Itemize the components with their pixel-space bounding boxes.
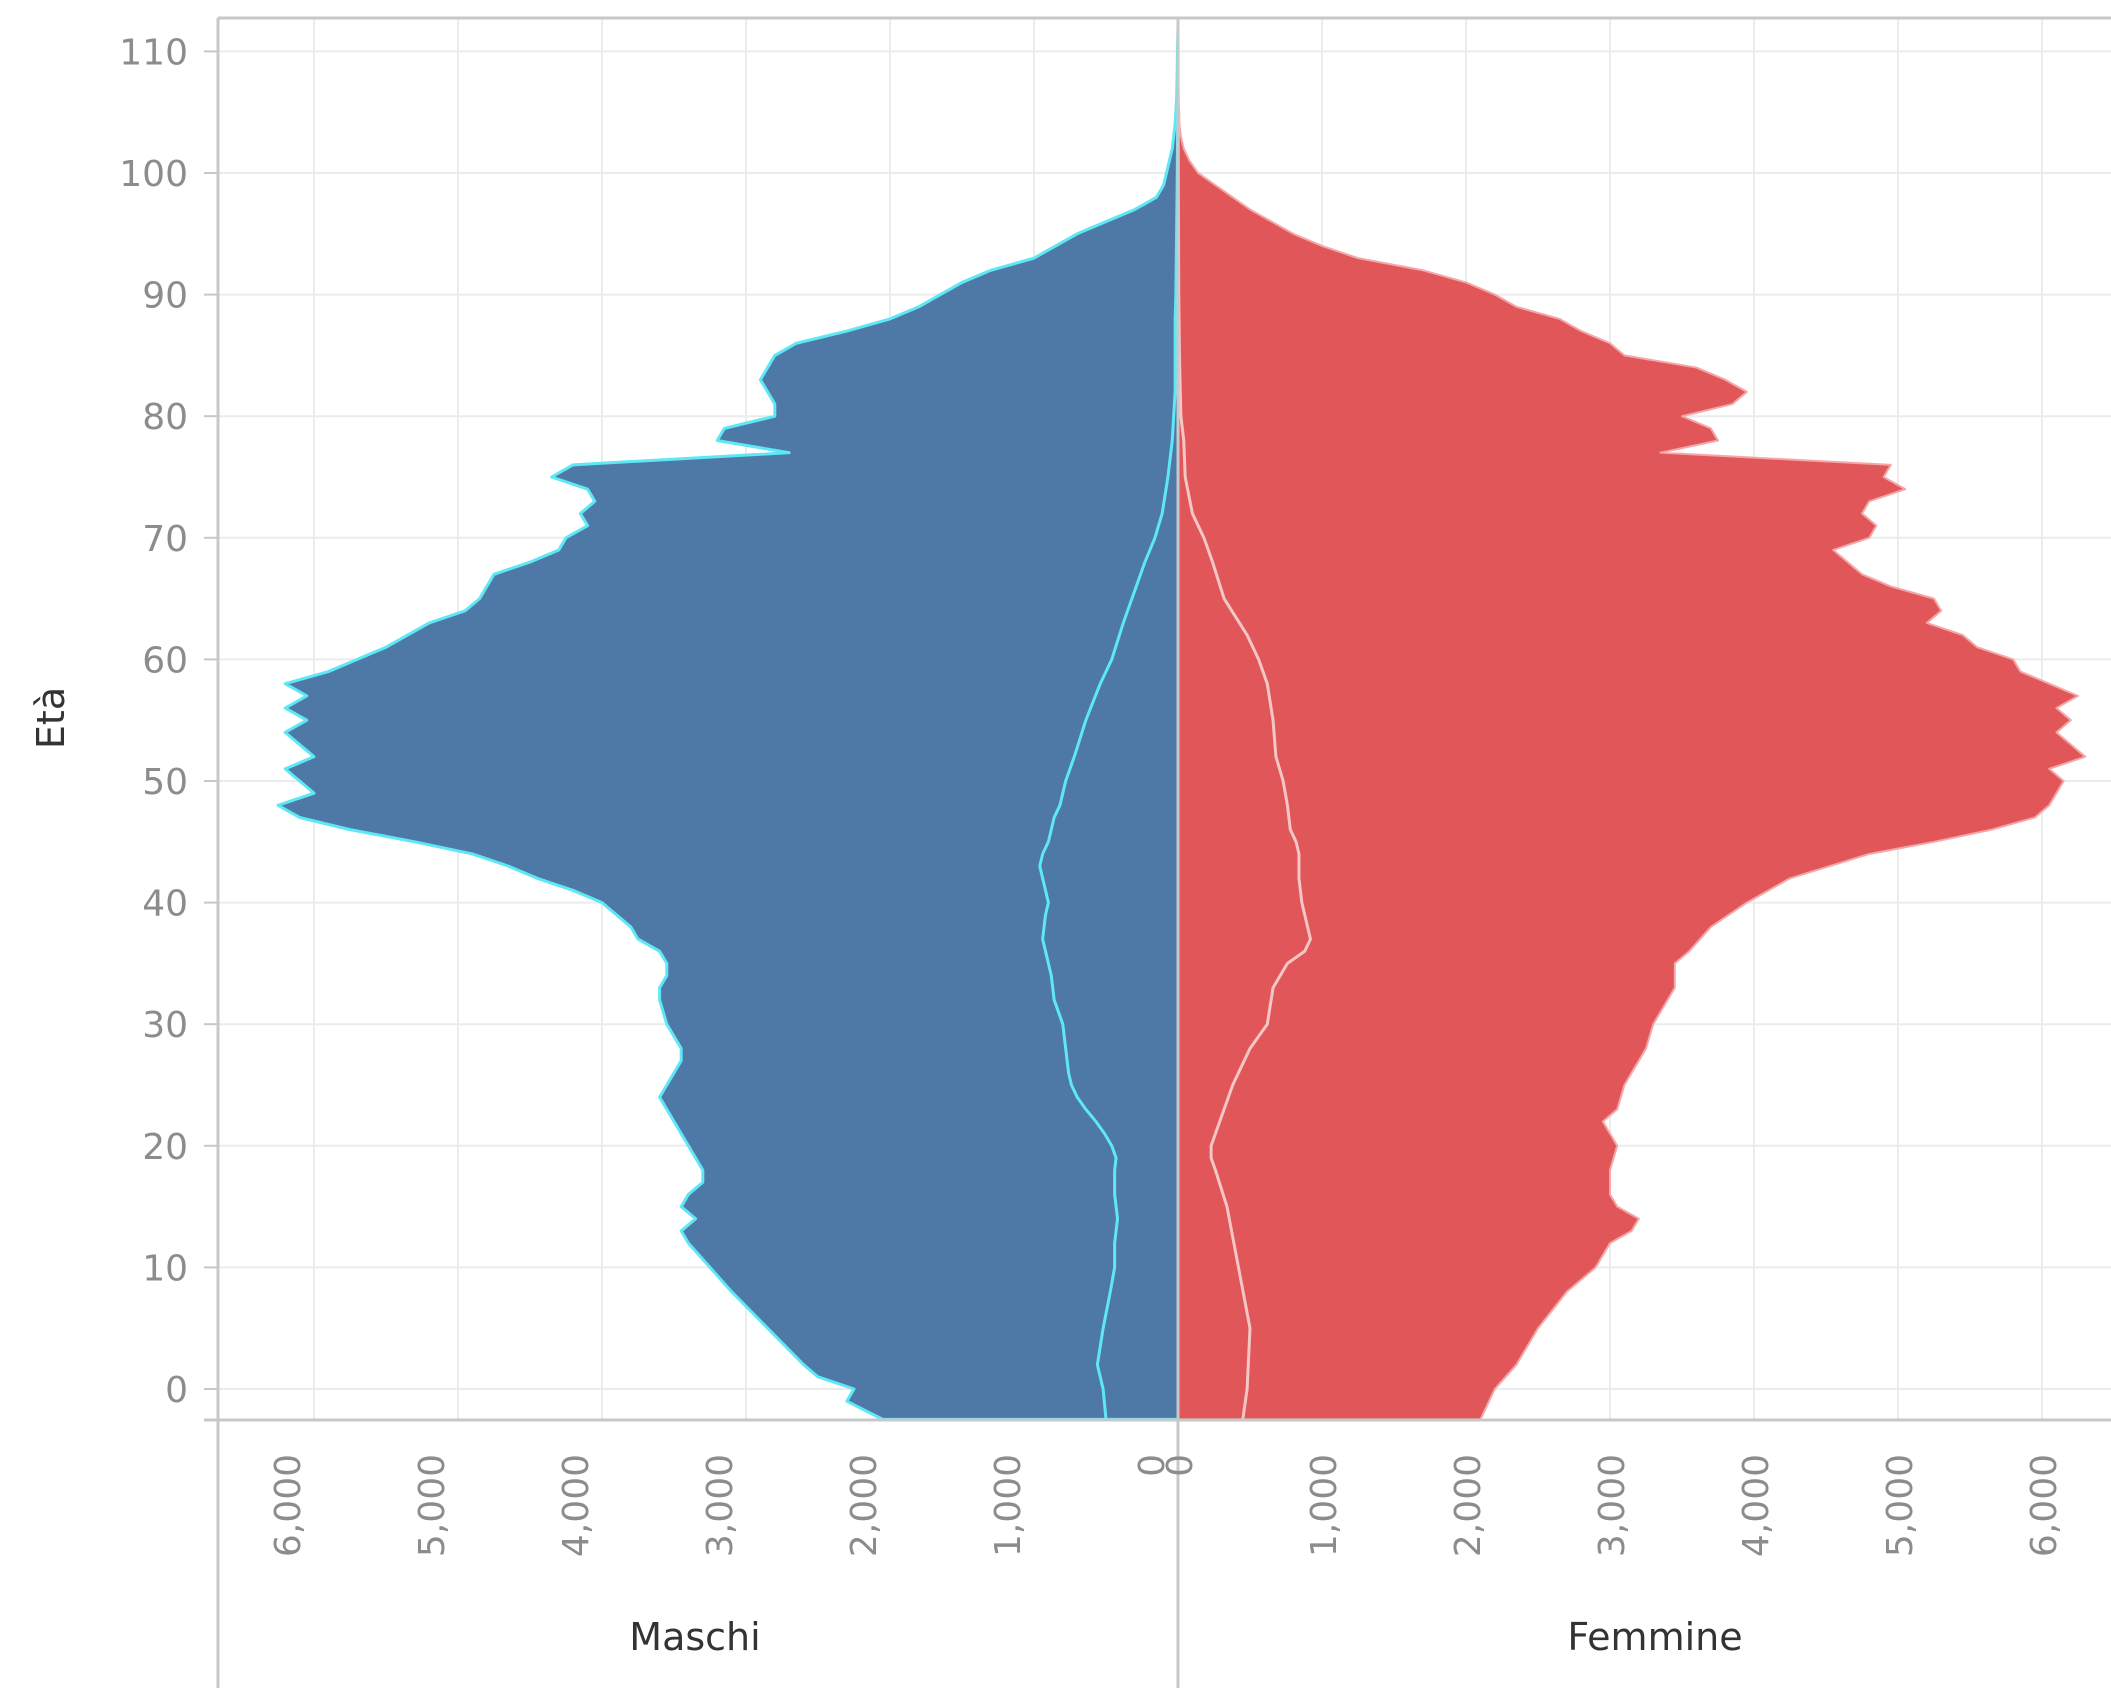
x-axis-title-left: Maschi <box>629 1615 760 1659</box>
x-tick-label: 4,000 <box>1736 1454 1777 1557</box>
x-tick-label: 0 <box>1160 1454 1201 1477</box>
y-tick-label: 0 <box>165 1370 188 1411</box>
x-tick-label: 4,000 <box>556 1454 597 1557</box>
x-tick-label: 6,000 <box>2024 1454 2065 1557</box>
y-axis-title: Età <box>29 687 73 749</box>
y-tick-label: 50 <box>142 762 188 803</box>
x-tick-label: 3,000 <box>700 1454 741 1557</box>
x-tick-label: 1,000 <box>1304 1454 1345 1557</box>
x-tick-label: 5,000 <box>412 1454 453 1557</box>
x-axis-title-right: Femmine <box>1567 1615 1742 1659</box>
y-tick-label: 100 <box>119 154 188 195</box>
y-tick-label: 110 <box>119 32 188 73</box>
y-tick-label: 30 <box>142 1005 188 1046</box>
data-areas <box>276 25 2087 1421</box>
male-secondary-line <box>1038 27 1180 1420</box>
female-secondary-line <box>1176 27 1313 1420</box>
male-population-area <box>276 25 1180 1421</box>
x-tick-label: 2,000 <box>844 1454 885 1557</box>
y-tick-label: 60 <box>142 640 188 681</box>
x-tick-label: 0 <box>1132 1454 1173 1477</box>
y-tick-label: 40 <box>142 884 188 925</box>
x-tick-label: 3,000 <box>1592 1454 1633 1557</box>
x-tick-label: 6,000 <box>268 1454 309 1557</box>
female-population-area <box>1177 26 2087 1421</box>
x-tick-label: 1,000 <box>988 1454 1029 1557</box>
y-tick-label: 90 <box>142 276 188 317</box>
tick-labels: 0 10 20 30 40 50 60 70 80 90 100 110 6,000 5,000 4,000… <box>119 32 2065 1557</box>
y-tick-label: 80 <box>142 397 188 438</box>
y-tick-label: 20 <box>142 1127 188 1168</box>
x-tick-label: 5,000 <box>1880 1454 1921 1557</box>
y-tick-label: 10 <box>142 1248 188 1289</box>
axes <box>204 16 2111 1688</box>
x-tick-label: 2,000 <box>1448 1454 1489 1557</box>
y-tick-label: 70 <box>142 519 188 560</box>
